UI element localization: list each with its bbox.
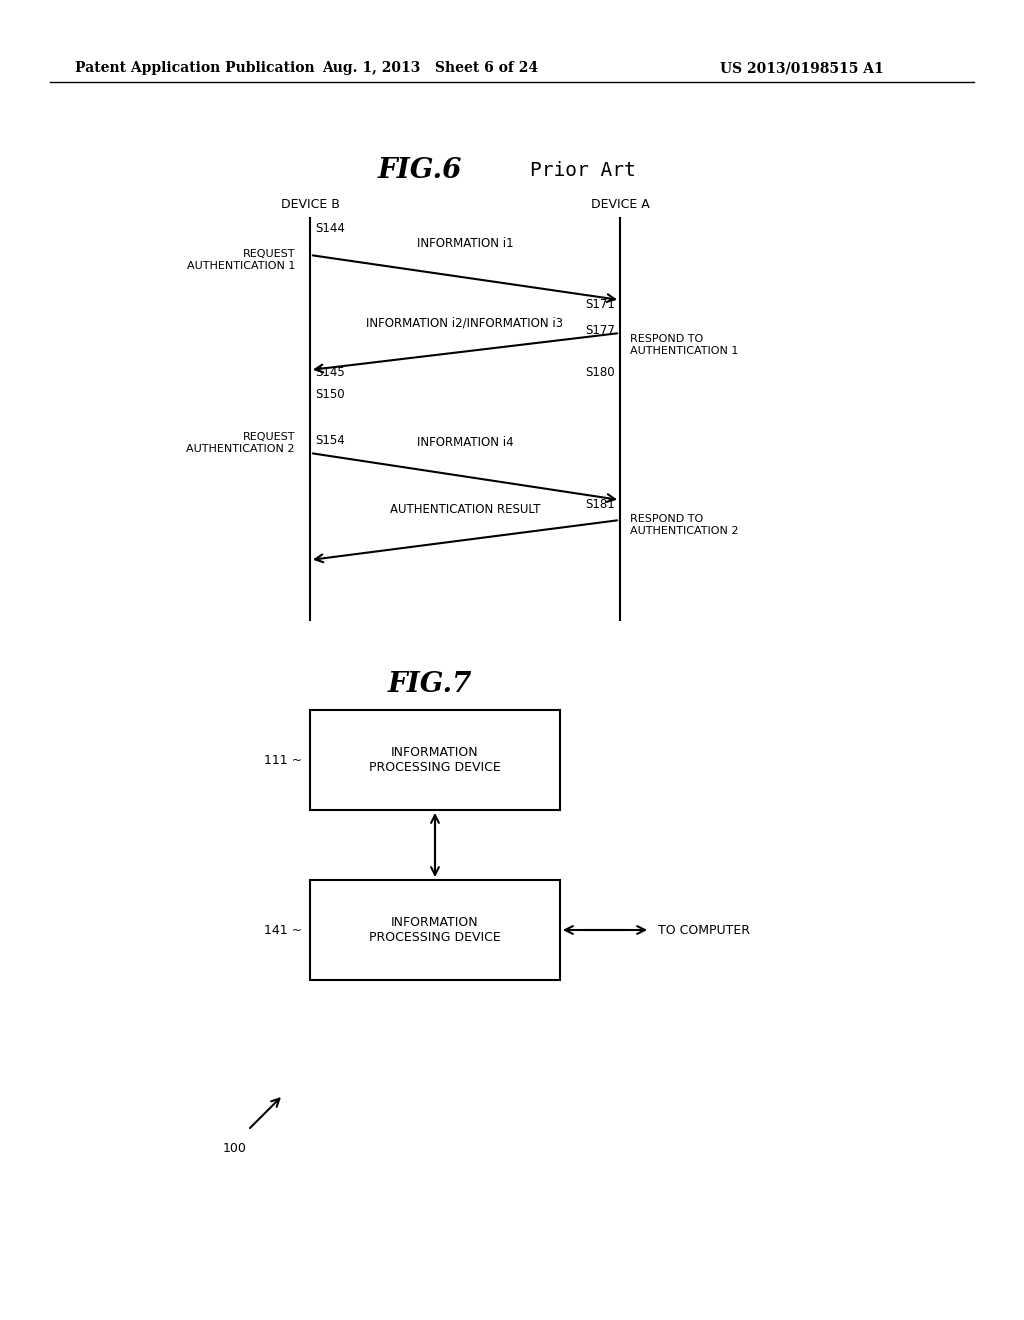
Text: S145: S145 — [315, 367, 345, 380]
Text: REQUEST
AUTHENTICATION 2: REQUEST AUTHENTICATION 2 — [186, 432, 295, 454]
Text: FIG.6: FIG.6 — [378, 157, 462, 183]
Text: S154: S154 — [315, 433, 345, 446]
Text: Prior Art: Prior Art — [530, 161, 636, 180]
Text: S150: S150 — [315, 388, 345, 401]
Text: AUTHENTICATION RESULT: AUTHENTICATION RESULT — [390, 503, 541, 516]
Text: S181: S181 — [586, 498, 615, 511]
Text: 111 ~: 111 ~ — [264, 754, 302, 767]
Text: Aug. 1, 2013   Sheet 6 of 24: Aug. 1, 2013 Sheet 6 of 24 — [322, 61, 538, 75]
Text: INFORMATION i2/INFORMATION i3: INFORMATION i2/INFORMATION i3 — [367, 315, 563, 329]
Text: INFORMATION i1: INFORMATION i1 — [417, 238, 513, 249]
Text: DEVICE B: DEVICE B — [281, 198, 339, 211]
Text: 100: 100 — [223, 1142, 247, 1155]
Text: TO COMPUTER: TO COMPUTER — [658, 924, 750, 936]
Text: S171: S171 — [585, 298, 615, 312]
Text: S180: S180 — [586, 367, 615, 380]
Text: S177: S177 — [585, 323, 615, 337]
Text: FIG.7: FIG.7 — [388, 672, 472, 698]
Text: INFORMATION
PROCESSING DEVICE: INFORMATION PROCESSING DEVICE — [369, 746, 501, 774]
Text: RESPOND TO
AUTHENTICATION 2: RESPOND TO AUTHENTICATION 2 — [630, 515, 738, 536]
Text: INFORMATION i4: INFORMATION i4 — [417, 436, 513, 449]
Text: INFORMATION
PROCESSING DEVICE: INFORMATION PROCESSING DEVICE — [369, 916, 501, 944]
Text: US 2013/0198515 A1: US 2013/0198515 A1 — [720, 61, 884, 75]
Text: DEVICE A: DEVICE A — [591, 198, 649, 211]
Text: RESPOND TO
AUTHENTICATION 1: RESPOND TO AUTHENTICATION 1 — [630, 334, 738, 356]
Text: REQUEST
AUTHENTICATION 1: REQUEST AUTHENTICATION 1 — [186, 249, 295, 271]
Bar — [310, 710, 560, 810]
Text: S144: S144 — [315, 222, 345, 235]
Bar — [310, 880, 560, 979]
Text: 141 ~: 141 ~ — [264, 924, 302, 936]
Text: Patent Application Publication: Patent Application Publication — [75, 61, 314, 75]
